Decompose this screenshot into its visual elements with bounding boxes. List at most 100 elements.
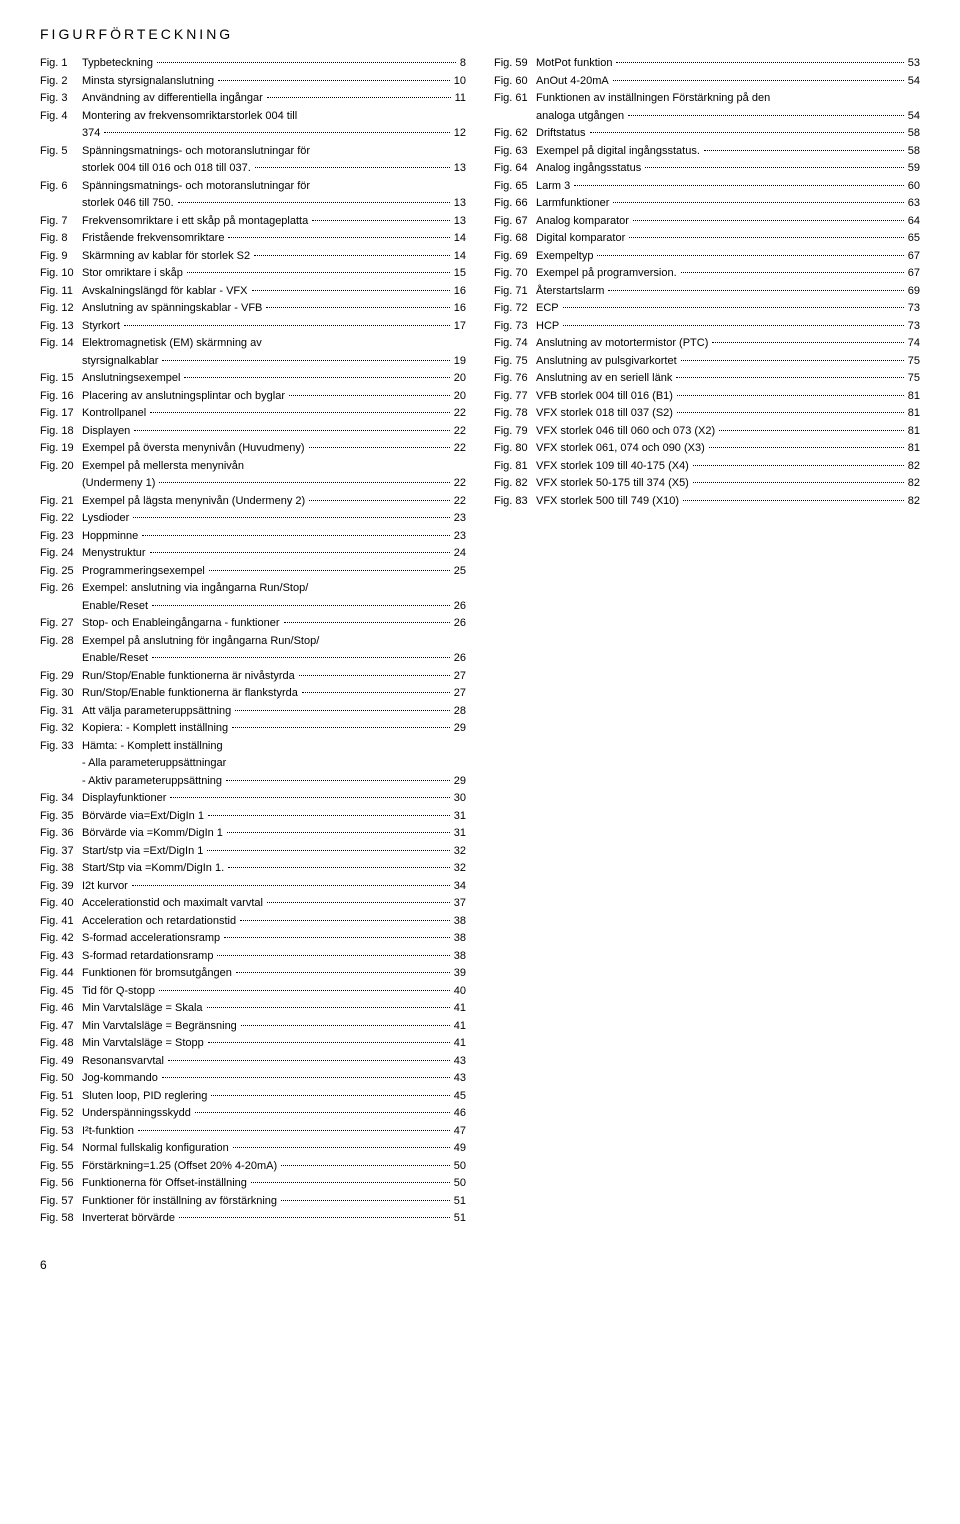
toc-entry: Fig. 67Analog komparator64: [494, 213, 920, 230]
entry-fig-label: Fig. 43: [40, 948, 82, 965]
entry-title: VFX storlek 109 till 40-175 (X4): [536, 458, 693, 475]
entry-title: Normal fullskalig konfiguration: [82, 1140, 233, 1157]
dot-leader: [309, 447, 450, 448]
entry-title: Exempel: anslutning via ingångarna Run/S…: [82, 580, 312, 597]
toc-entry: 37412: [40, 125, 466, 142]
entry-title: Exempel på programversion.: [536, 265, 681, 282]
entry-fig-label: Fig. 45: [40, 983, 82, 1000]
entry-title: styrsignalkablar: [40, 353, 162, 370]
entry-fig-label: Fig. 64: [494, 160, 536, 177]
toc-entry: Fig. 25Programmeringsexempel25: [40, 563, 466, 580]
entry-page: 23: [450, 510, 466, 527]
entry-fig-label: Fig. 11: [40, 283, 82, 300]
entry-title: Fristående frekvensomriktare: [82, 230, 228, 247]
toc-entry: Fig. 60AnOut 4-20mA54: [494, 73, 920, 90]
entry-title: VFX storlek 50-175 till 374 (X5): [536, 475, 693, 492]
toc-entry: Fig. 18Displayen22: [40, 423, 466, 440]
entry-page: 13: [450, 195, 466, 212]
entry-fig-label: Fig. 71: [494, 283, 536, 300]
entry-fig-label: Fig. 40: [40, 895, 82, 912]
entry-fig-label: Fig. 44: [40, 965, 82, 982]
entry-page: 73: [904, 318, 920, 335]
dot-leader: [302, 692, 450, 693]
toc-entry: storlek 046 till 750.13: [40, 195, 466, 212]
dot-leader: [224, 937, 450, 938]
entry-fig-label: Fig. 47: [40, 1018, 82, 1035]
dot-leader: [162, 1077, 450, 1078]
dot-leader: [150, 412, 450, 413]
toc-entry: Fig. 69Exempeltyp67: [494, 248, 920, 265]
entry-page: 43: [450, 1070, 466, 1087]
dot-leader: [104, 132, 449, 133]
entry-fig-label: Fig. 67: [494, 213, 536, 230]
dot-leader: [159, 990, 450, 991]
toc-entry: Fig. 65Larm 360: [494, 178, 920, 195]
entry-title: Jog-kommando: [82, 1070, 162, 1087]
entry-title: Hoppminne: [82, 528, 142, 545]
entry-page: 27: [450, 668, 466, 685]
entry-title: AnOut 4-20mA: [536, 73, 613, 90]
entry-title: Funktionerna för Offset-inställning: [82, 1175, 251, 1192]
entry-title: Underspänningsskydd: [82, 1105, 195, 1122]
entry-title: VFX storlek 018 till 037 (S2): [536, 405, 677, 422]
entry-page: 73: [904, 300, 920, 317]
dot-leader: [138, 1130, 450, 1131]
dot-leader: [254, 255, 450, 256]
toc-entry: Fig. 24Menystruktur24: [40, 545, 466, 562]
entry-title: Minsta styrsignalanslutning: [82, 73, 218, 90]
dot-leader: [195, 1112, 450, 1113]
toc-entry: Fig. 58Inverterat börvärde51: [40, 1210, 466, 1227]
entry-page: 39: [450, 965, 466, 982]
entry-title: Användning av differentiella ingångar: [82, 90, 267, 107]
dot-leader: [281, 1200, 450, 1201]
toc-entry: styrsignalkablar19: [40, 353, 466, 370]
entry-fig-label: Fig. 14: [40, 335, 82, 352]
entry-title: Tid för Q-stopp: [82, 983, 159, 1000]
dot-leader: [228, 237, 449, 238]
entry-fig-label: Fig. 66: [494, 195, 536, 212]
entry-title: Frekvensomriktare i ett skåp på montagep…: [82, 213, 312, 230]
entry-fig-label: Fig. 2: [40, 73, 82, 90]
entry-page: 10: [450, 73, 466, 90]
dot-leader: [255, 167, 450, 168]
toc-entry: Fig. 23Hoppminne23: [40, 528, 466, 545]
entry-fig-label: Fig. 26: [40, 580, 82, 597]
toc-entry: Fig. 56Funktionerna för Offset-inställni…: [40, 1175, 466, 1192]
toc-entry: Fig. 40Accelerationstid och maximalt var…: [40, 895, 466, 912]
entry-title: Larmfunktioner: [536, 195, 613, 212]
entry-page: 63: [904, 195, 920, 212]
entry-title: Exempel på översta menynivån (Huvudmeny): [82, 440, 309, 457]
toc-right-column: Fig. 59MotPot funktion53Fig. 60AnOut 4-2…: [494, 55, 920, 1228]
toc-entry: Fig. 54Normal fullskalig konfiguration49: [40, 1140, 466, 1157]
entry-fig-label: Fig. 36: [40, 825, 82, 842]
entry-title: HCP: [536, 318, 563, 335]
entry-page: 12: [450, 125, 466, 142]
entry-page: 32: [450, 843, 466, 860]
entry-title: Driftstatus: [536, 125, 590, 142]
entry-page: 26: [450, 615, 466, 632]
dot-leader: [299, 675, 450, 676]
toc-entry: Fig. 22Lysdioder23: [40, 510, 466, 527]
entry-title: VFX storlek 046 till 060 och 073 (X2): [536, 423, 719, 440]
toc-entry: Fig. 14Elektromagnetisk (EM) skärmning a…: [40, 335, 466, 352]
toc-entry: Fig. 55Förstärkning=1.25 (Offset 20% 4-2…: [40, 1158, 466, 1175]
toc-entry: Fig. 10Stor omriktare i skåp15: [40, 265, 466, 282]
dot-leader: [232, 727, 450, 728]
entry-page: 46: [450, 1105, 466, 1122]
entry-page: 22: [450, 493, 466, 510]
entry-page: 67: [904, 248, 920, 265]
entry-page: 74: [904, 335, 920, 352]
entry-page: 28: [450, 703, 466, 720]
toc-entry: Fig. 1Typbeteckning8: [40, 55, 466, 72]
toc-left-column: Fig. 1Typbeteckning8Fig. 2Minsta styrsig…: [40, 55, 466, 1228]
entry-page: 81: [904, 388, 920, 405]
entry-title: Kopiera: - Komplett inställning: [82, 720, 232, 737]
toc-entry: - Alla parameteruppsättningar: [40, 755, 466, 772]
entry-page: 51: [450, 1210, 466, 1227]
toc-entry: Fig. 7Frekvensomriktare i ett skåp på mo…: [40, 213, 466, 230]
entry-title: Run/Stop/Enable funktionerna är nivåstyr…: [82, 668, 299, 685]
entry-title: Att välja parameteruppsättning: [82, 703, 235, 720]
entry-fig-label: Fig. 56: [40, 1175, 82, 1192]
dot-leader: [162, 360, 449, 361]
entry-fig-label: Fig. 8: [40, 230, 82, 247]
